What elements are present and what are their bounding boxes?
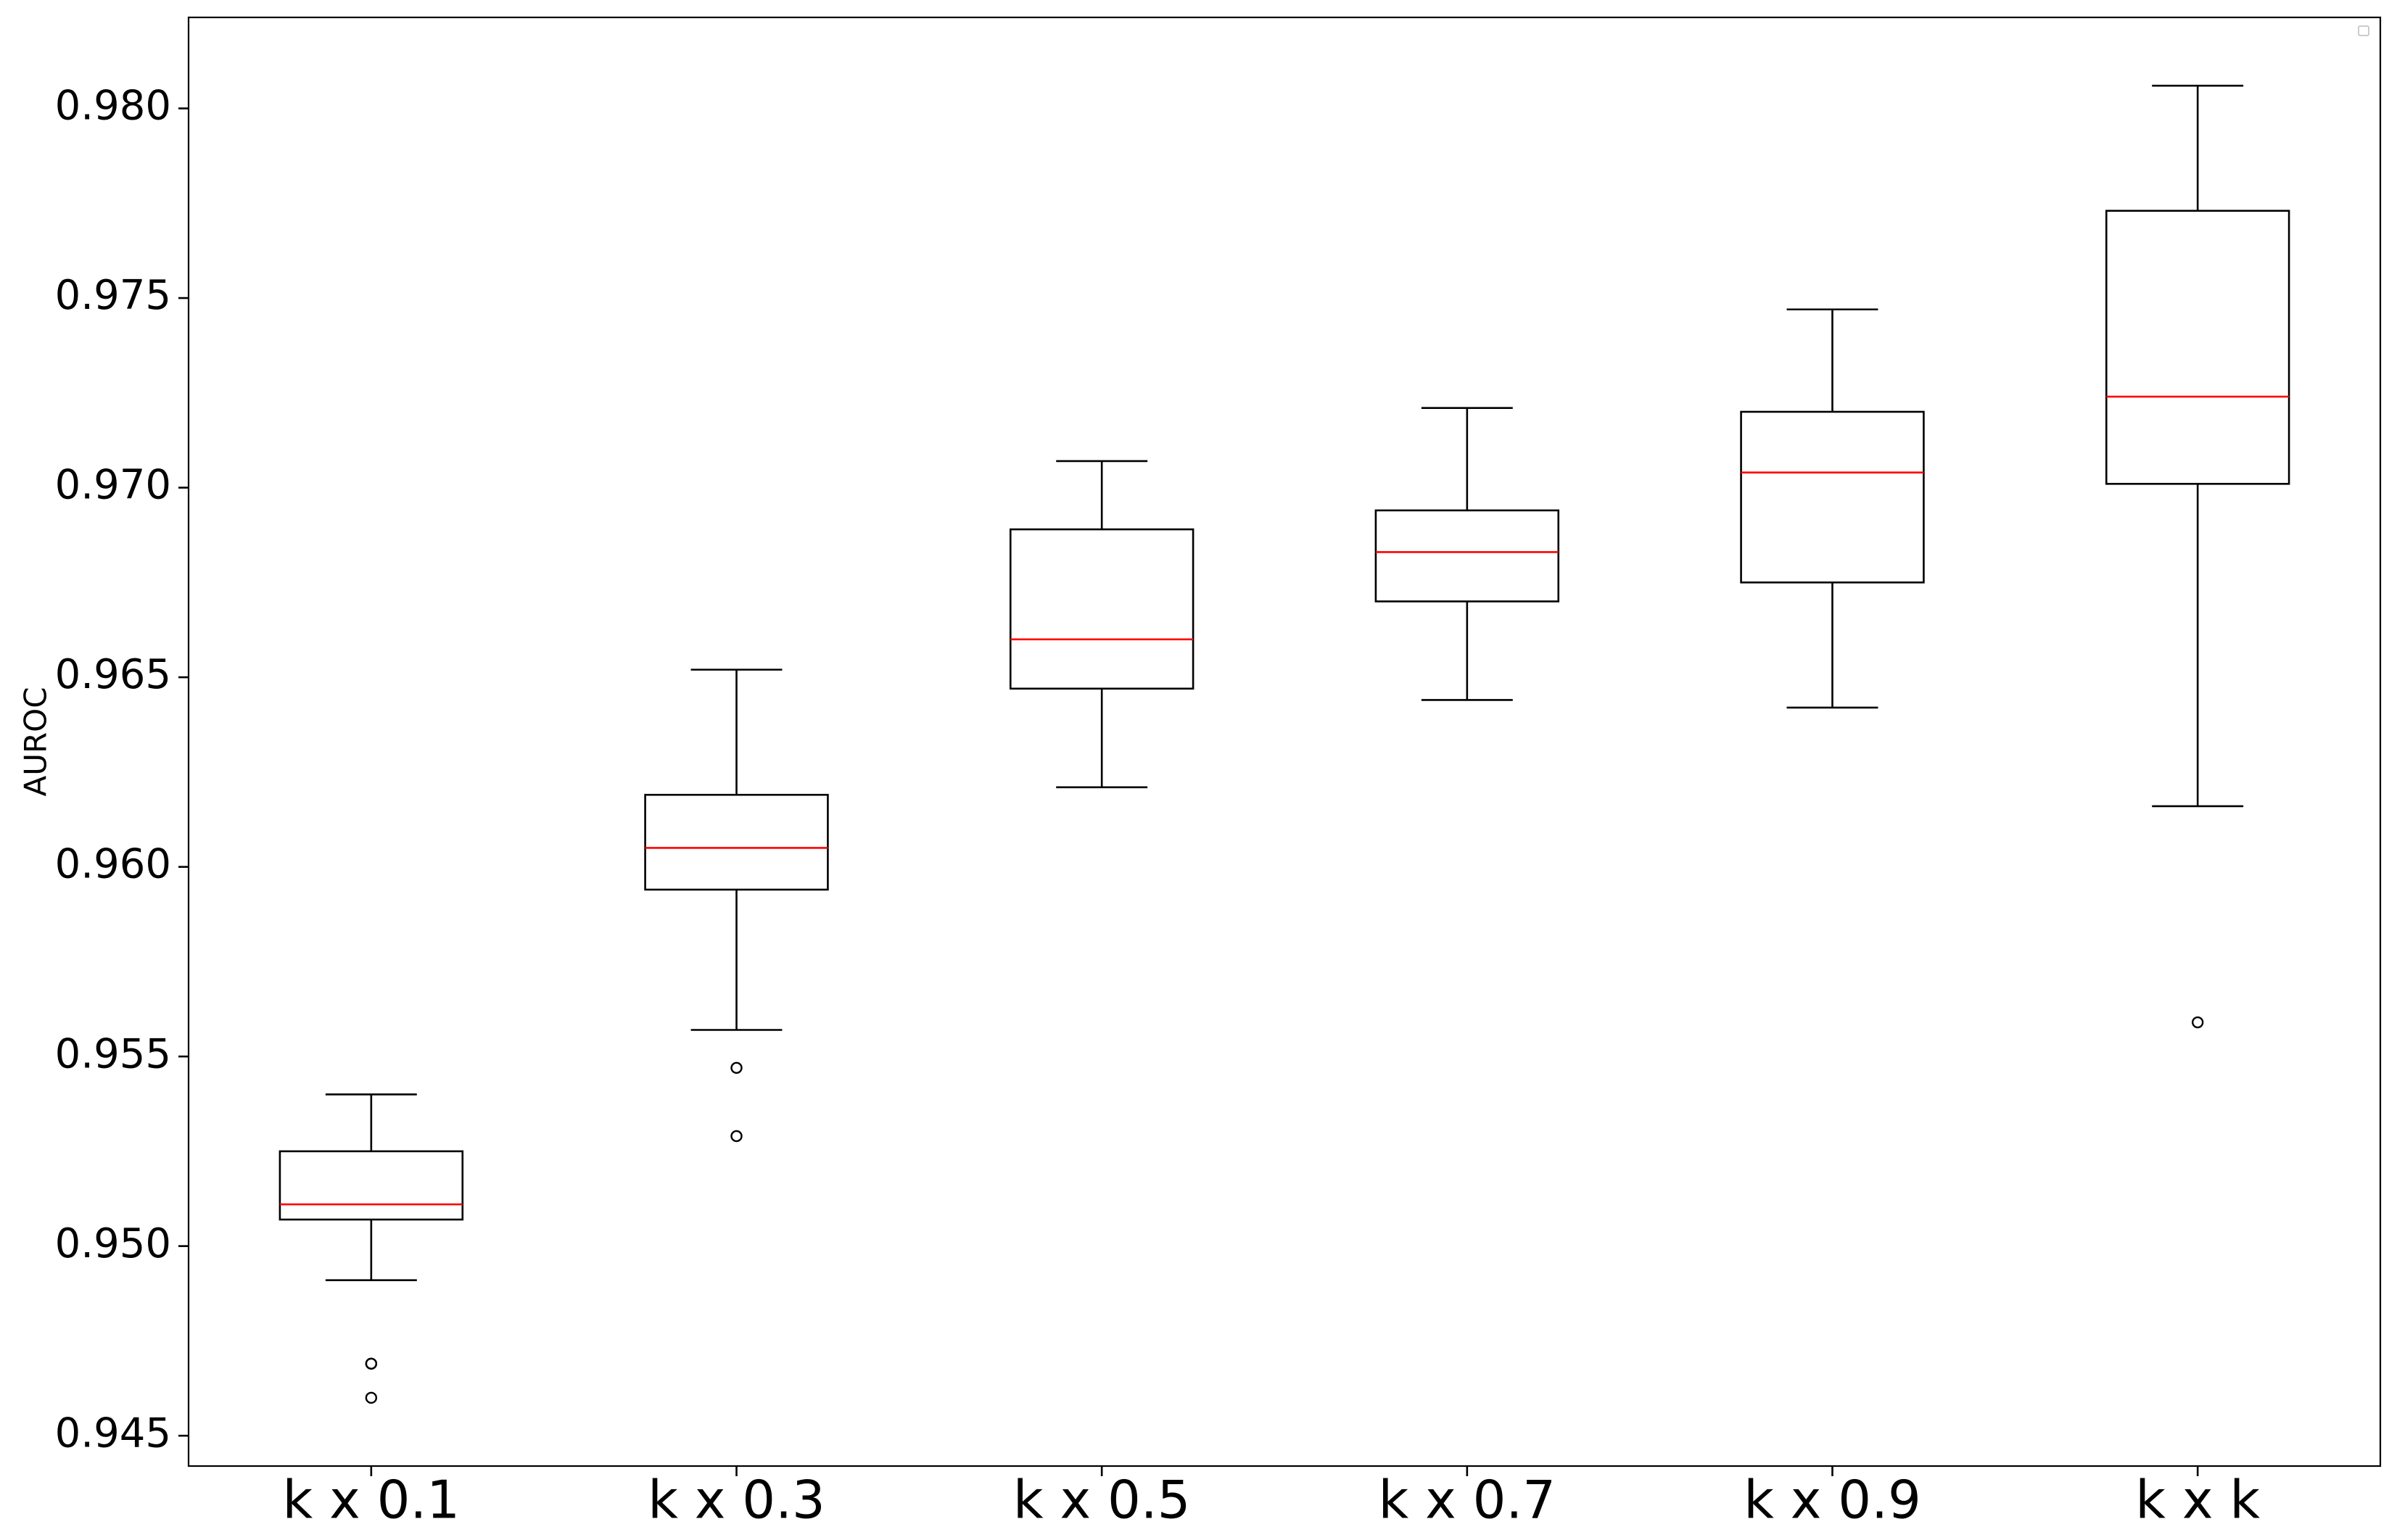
x-tick-label: k x 0.9 [1744,1470,1921,1531]
y-tick-label: 0.980 [55,83,171,130]
box-group [644,668,829,1143]
outlier-point [365,1357,378,1370]
box-iqr [1740,410,1925,584]
y-tick-label: 0.970 [55,462,171,509]
y-tick-label: 0.955 [55,1030,171,1077]
box-iqr [2105,210,2290,485]
y-axis-ticks: 0.945 0.950 0.955 0.960 0.965 0.970 0.975 0.980 [55,83,189,1457]
legend-box [2358,25,2369,36]
x-tick-label: k x 0.7 [1379,1470,1556,1531]
y-tick-label: 0.975 [55,272,171,319]
x-tick-label: k x k [2135,1470,2260,1531]
y-axis-label: AUROC [18,687,54,796]
box-group [1740,308,1925,709]
box-iqr [279,1150,464,1221]
x-tick-label: k x 0.1 [283,1470,461,1531]
y-tick-label: 0.965 [55,651,171,698]
outlier-point [365,1391,378,1404]
outlier-point [2191,1016,2204,1029]
outlier-point [730,1061,743,1075]
x-tick-label: k x 0.5 [1013,1470,1191,1531]
box-marks [279,84,2290,1404]
box-group [2105,84,2290,1029]
box-group [279,1093,464,1404]
box-group [1009,460,1195,789]
box-group [1374,407,1560,701]
x-tick-label: k x 0.3 [648,1470,825,1531]
plot-area [189,17,2380,1466]
outlier-point [730,1130,743,1143]
x-axis-ticks: k x 0.1 k x 0.3 k x 0.5 k x 0.7 k x 0.9 k x k [283,1466,2260,1531]
y-tick-label: 0.960 [55,841,171,888]
box-iqr [1374,509,1560,603]
y-tick-label: 0.950 [55,1220,171,1267]
axes-frame [187,16,2382,1467]
box-iqr [644,793,829,891]
y-tick-label: 0.945 [55,1409,171,1457]
box-iqr [1009,528,1195,690]
